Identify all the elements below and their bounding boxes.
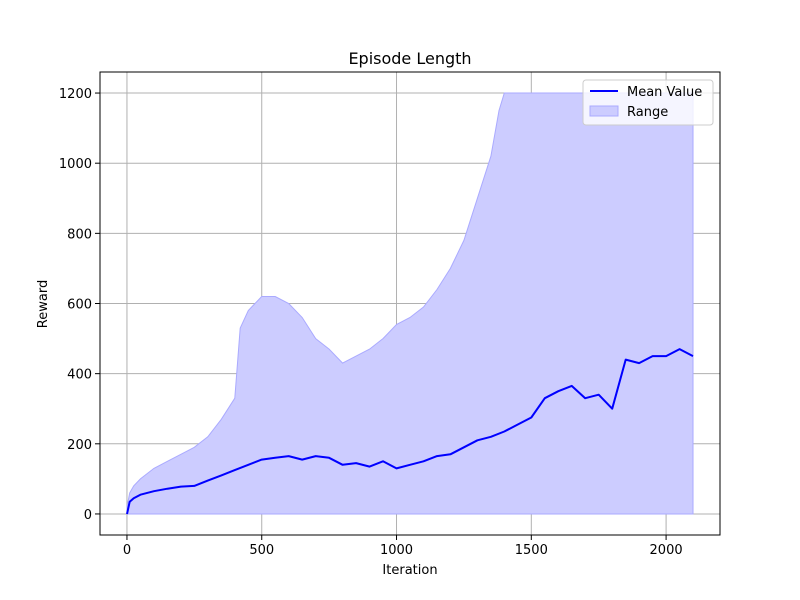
y-tick-label: 600 — [67, 298, 92, 313]
y-tick-label: 800 — [67, 227, 92, 242]
y-tick-label: 400 — [67, 368, 92, 383]
legend-range-swatch — [589, 105, 619, 117]
y-axis: 0 200 400 600 800 1000 1200 — [59, 87, 100, 523]
x-axis-title: Iteration — [382, 563, 437, 578]
legend-mean-label: Mean Value — [627, 85, 702, 100]
x-axis: 0 500 1000 1500 2000 — [123, 535, 683, 558]
y-tick-label: 200 — [67, 438, 92, 453]
range-band-layer — [126, 92, 694, 515]
mean-line-layer — [126, 348, 694, 515]
y-axis-title: Reward — [36, 280, 51, 328]
y-tick-label: 1000 — [59, 157, 92, 172]
mean-value-line — [126, 348, 694, 515]
y-tick-label: 1200 — [59, 87, 92, 102]
y-tick-label: 0 — [84, 508, 92, 523]
legend-range-label: Range — [627, 105, 668, 120]
legend: Mean Value Range — [582, 79, 714, 126]
x-tick-label: 2000 — [650, 543, 683, 558]
x-tick-label: 500 — [249, 543, 274, 558]
chart-title: Episode Length — [348, 49, 471, 68]
x-tick-label: 0 — [123, 543, 131, 558]
x-tick-label: 1500 — [515, 543, 548, 558]
range-band — [126, 92, 694, 515]
plot-area — [99, 71, 721, 536]
x-tick-label: 1000 — [380, 543, 413, 558]
